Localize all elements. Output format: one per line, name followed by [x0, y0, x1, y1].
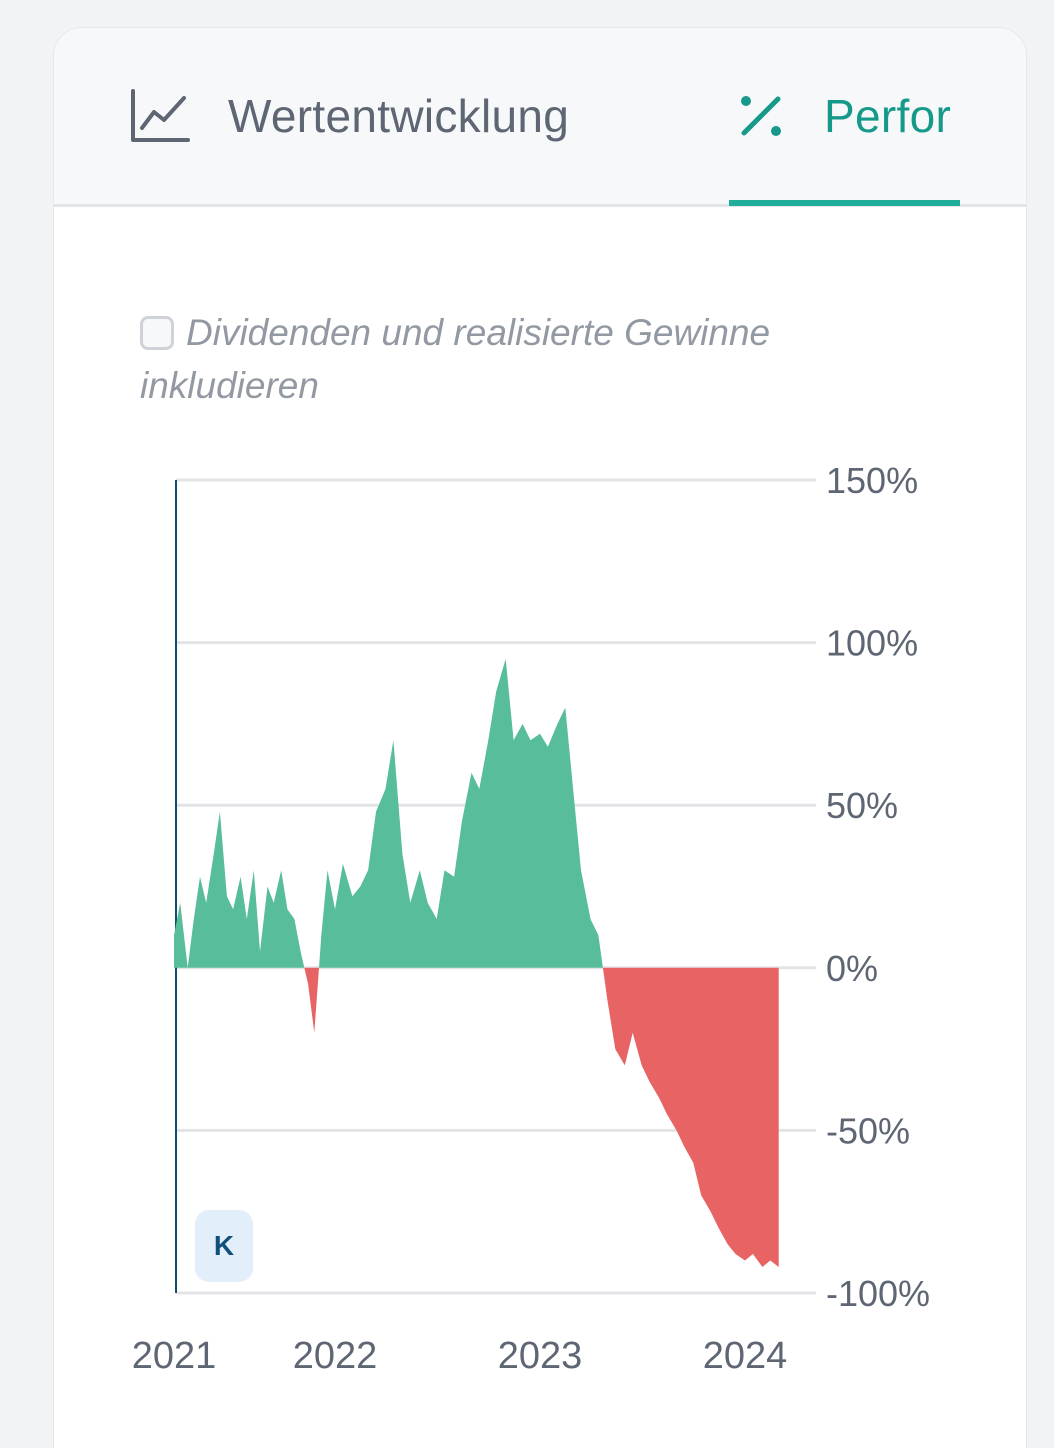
chart-areas: [174, 658, 779, 1267]
include-dividends-option[interactable]: Dividenden und realisierte Gewinne inklu…: [140, 306, 900, 412]
tab-label: Perfor: [824, 90, 952, 142]
x-tick-label: 2021: [132, 1335, 217, 1377]
include-dividends-label: Dividenden und realisierte Gewinne inklu…: [140, 312, 771, 406]
negative-area-segment: [304, 967, 319, 1033]
percent-icon: [741, 96, 781, 136]
x-tick-label: 2022: [293, 1335, 378, 1377]
y-tick-label: 150%: [826, 460, 918, 501]
x-axis-ticks: 2021 2022 2023 2024: [132, 1335, 788, 1377]
positive-area-segment: [174, 811, 305, 968]
performance-card: Wertentwicklung Perfor Dividenden und re…: [54, 28, 1026, 1448]
tab-wertentwicklung[interactable]: Wertentwicklung: [130, 28, 569, 204]
k-badge[interactable]: K: [195, 1210, 253, 1282]
include-dividends-checkbox[interactable]: [140, 316, 174, 350]
y-tick-label: 0%: [826, 948, 878, 989]
y-tick-label: 50%: [826, 785, 898, 826]
y-tick-label: 100%: [826, 623, 918, 664]
y-tick-label: -50%: [826, 1110, 910, 1151]
line-chart-icon: [131, 89, 190, 142]
performance-chart: 150% 100% 50% 0% -50% -100% 2021 2022 2023 2024: [132, 460, 930, 1377]
tab-label: Wertentwicklung: [228, 90, 570, 142]
y-tick-label: -100%: [826, 1273, 930, 1314]
negative-area-segment: [602, 967, 779, 1267]
x-tick-label: 2023: [498, 1335, 583, 1377]
tab-performance[interactable]: Perfor: [738, 28, 960, 204]
tab-bar: Wertentwicklung Perfor: [54, 28, 1026, 207]
x-tick-label: 2024: [703, 1335, 788, 1377]
y-axis-ticks: 150% 100% 50% 0% -50% -100%: [826, 460, 930, 1314]
active-tab-indicator: [729, 200, 960, 206]
positive-area-segment: [319, 658, 603, 968]
